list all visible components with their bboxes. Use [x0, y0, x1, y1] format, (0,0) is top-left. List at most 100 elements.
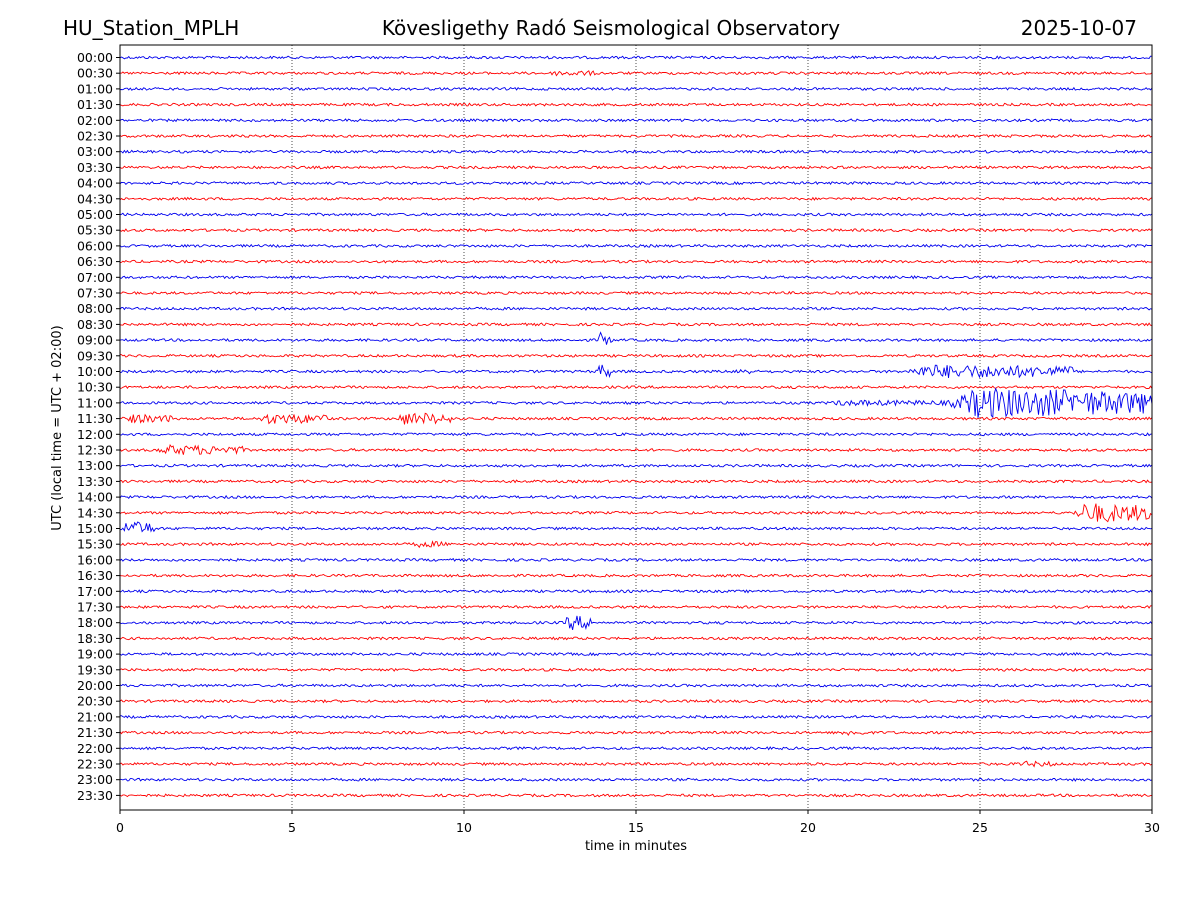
trace-row-0430 — [119, 196, 1153, 201]
trace-row-2130 — [119, 730, 1153, 736]
y-tick-label: 16:30 — [77, 568, 113, 583]
y-tick-label: 07:30 — [77, 286, 113, 301]
trace-row-2230 — [119, 760, 1153, 768]
y-tick-label: 05:00 — [77, 207, 113, 222]
y-tick-label: 11:00 — [77, 395, 113, 410]
y-tick-label: 03:00 — [77, 144, 113, 159]
y-tick-label: 08:30 — [77, 317, 113, 332]
trace-row-2030 — [119, 699, 1153, 704]
y-tick-label: 02:00 — [77, 113, 113, 128]
station-name: HU_Station_MPLH — [63, 16, 239, 40]
y-tick-label: 21:00 — [77, 709, 113, 724]
trace-row-1730 — [119, 604, 1152, 610]
y-tick-label: 18:00 — [77, 615, 113, 630]
x-axis-label: time in minutes — [585, 839, 687, 854]
y-tick-label: 09:30 — [77, 348, 113, 363]
x-tick-label: 25 — [972, 820, 988, 835]
trace-row-1330 — [119, 479, 1153, 484]
trace-row-1400 — [119, 494, 1153, 500]
y-tick-label: 13:30 — [77, 474, 113, 489]
y-tick-label: 23:00 — [77, 772, 113, 787]
trace-row-0530 — [119, 228, 1153, 233]
x-tick-label: 5 — [288, 820, 296, 835]
x-tick-label: 15 — [628, 820, 644, 835]
trace-row-0230 — [119, 133, 1153, 139]
trace-row-0500 — [119, 212, 1153, 217]
trace-row-0330 — [119, 165, 1152, 170]
y-tick-label: 15:00 — [77, 521, 113, 536]
trace-row-0600 — [119, 243, 1153, 248]
trace-row-1700 — [119, 589, 1153, 594]
y-tick-label: 20:30 — [77, 694, 113, 709]
y-tick-label: 04:30 — [77, 191, 113, 206]
y-tick-label: 12:30 — [77, 443, 113, 458]
y-tick-label: 10:30 — [77, 380, 113, 395]
y-tick-label: 12:00 — [77, 427, 113, 442]
trace-row-1800 — [119, 615, 1153, 631]
trace-row-0200 — [119, 118, 1153, 123]
y-tick-label: 20:00 — [77, 678, 113, 693]
y-tick-label: 14:00 — [77, 490, 113, 505]
trace-row-1630 — [119, 573, 1153, 578]
y-tick-label: 18:30 — [77, 631, 113, 646]
y-tick-label: 06:00 — [77, 238, 113, 253]
trace-row-1000 — [119, 364, 1153, 379]
trace-row-1600 — [119, 557, 1153, 562]
grid-lines — [291, 45, 981, 810]
x-tick-labels: 0 5 10 15 20 25 30 — [116, 810, 1160, 835]
trace-row-1230 — [119, 443, 1153, 455]
y-tick-label: 17:30 — [77, 600, 113, 615]
y-tick-label: 10:00 — [77, 364, 113, 379]
trace-row-0800 — [119, 306, 1153, 311]
trace-row-0000 — [119, 55, 1152, 60]
x-tick-label: 0 — [116, 820, 124, 835]
y-tick-label: 16:00 — [77, 552, 113, 567]
trace-row-0630 — [119, 259, 1153, 264]
trace-row-1100 — [119, 387, 1153, 418]
trace-row-0900 — [119, 331, 1153, 345]
trace-row-0300 — [119, 149, 1153, 154]
y-tick-label: 22:30 — [77, 757, 113, 772]
trace-row-0730 — [120, 290, 1152, 296]
trace-row-0130 — [119, 102, 1153, 107]
trace-row-2100 — [119, 714, 1152, 719]
trace-row-2330 — [119, 793, 1153, 798]
y-tick-label: 04:00 — [77, 176, 113, 191]
x-tick-label: 20 — [800, 820, 816, 835]
y-tick-label: 22:00 — [77, 741, 113, 756]
trace-row-0400 — [119, 181, 1153, 186]
y-tick-label: 01:30 — [77, 97, 113, 112]
trace-row-1130 — [119, 412, 1153, 425]
trace-row-2000 — [119, 683, 1153, 688]
y-tick-label: 06:30 — [77, 254, 113, 269]
plot-frame — [119, 44, 1153, 811]
y-tick-label: 21:30 — [77, 725, 113, 740]
y-tick-label: 00:00 — [77, 50, 113, 65]
trace-row-0100 — [119, 86, 1153, 91]
y-tick-label: 07:00 — [77, 270, 113, 285]
y-tick-label: 05:30 — [77, 223, 113, 238]
y-tick-label: 02:30 — [77, 129, 113, 144]
trace-row-0830 — [119, 322, 1153, 327]
y-tick-label: 08:00 — [77, 301, 113, 316]
trace-row-1830 — [119, 636, 1153, 641]
trace-row-1300 — [119, 463, 1153, 468]
y-tick-label: 03:30 — [77, 160, 113, 175]
trace-row-1200 — [119, 432, 1153, 437]
y-tick-label: 17:00 — [77, 584, 113, 599]
y-tick-label: 19:00 — [77, 647, 113, 662]
trace-row-0930 — [119, 353, 1153, 358]
x-tick-label: 10 — [456, 820, 472, 835]
trace-row-0700 — [119, 275, 1153, 280]
y-axis-label: UTC (local time = UTC + 02:00) — [50, 325, 65, 530]
y-tick-label: 13:00 — [77, 458, 113, 473]
trace-row-1930 — [119, 667, 1153, 672]
trace-row-1900 — [119, 652, 1153, 657]
y-tick-label: 14:30 — [77, 505, 113, 520]
y-tick-label: 15:30 — [77, 537, 113, 552]
trace-row-1030 — [119, 385, 1153, 390]
chart-title: Kövesligethy Radó Seismological Observat… — [382, 16, 840, 40]
trace-row-1430 — [119, 503, 1153, 523]
y-tick-label: 11:30 — [77, 411, 113, 426]
y-tick-label: 19:30 — [77, 662, 113, 677]
